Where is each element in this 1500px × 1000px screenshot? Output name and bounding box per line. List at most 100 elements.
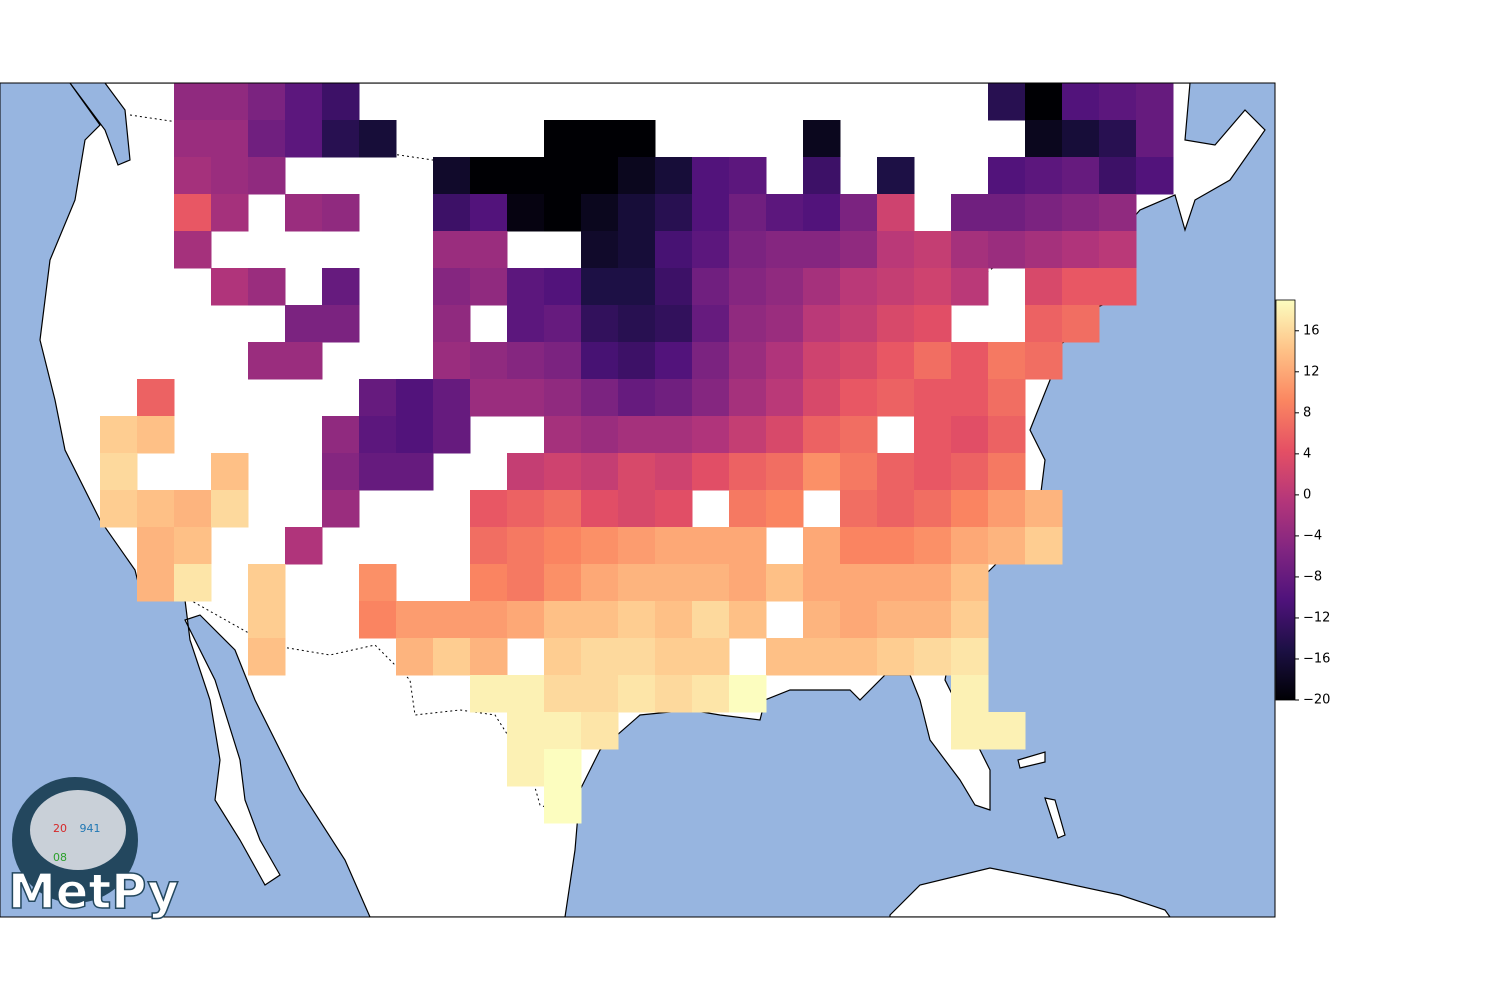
- grid-cell: [877, 268, 915, 306]
- grid-cell: [581, 157, 619, 195]
- grid-cell: [581, 416, 619, 454]
- cuba: [889, 867, 1171, 917]
- grid-cell: [433, 268, 471, 306]
- grid-cell: [618, 231, 656, 269]
- grid-cell: [692, 268, 730, 306]
- grid-cell: [248, 638, 286, 676]
- grid-cell: [100, 416, 138, 454]
- grid-cell: [433, 157, 471, 195]
- grid-cell: [581, 342, 619, 380]
- grid-cell: [951, 601, 989, 639]
- grid-cell: [507, 305, 545, 343]
- grid-cell: [470, 342, 508, 380]
- grid-cell: [433, 194, 471, 232]
- grid-cell: [581, 231, 619, 269]
- grid-cell: [692, 157, 730, 195]
- grid-cell: [1099, 268, 1137, 306]
- grid-cell: [433, 305, 471, 343]
- grid-cell: [877, 342, 915, 380]
- grid-cell: [729, 675, 767, 713]
- grid-cell: [840, 527, 878, 565]
- grid-cell: [803, 564, 841, 602]
- grid-cell: [951, 231, 989, 269]
- grid-cell: [137, 564, 175, 602]
- grid-cell: [803, 268, 841, 306]
- grid-cell: [1136, 157, 1174, 195]
- grid-cell: [137, 527, 175, 565]
- grid-cell: [1062, 194, 1100, 232]
- grid-cell: [618, 453, 656, 491]
- grid-cell: [507, 157, 545, 195]
- grid-cell: [877, 231, 915, 269]
- grid-cell: [914, 268, 952, 306]
- grid-cell: [655, 379, 693, 417]
- grid-cell: [470, 490, 508, 528]
- grid-cell: [470, 231, 508, 269]
- grid-cell: [655, 268, 693, 306]
- grid-cell: [803, 379, 841, 417]
- grid-cell: [544, 527, 582, 565]
- grid-cell: [544, 601, 582, 639]
- grid-cell: [692, 416, 730, 454]
- grid-cell: [507, 564, 545, 602]
- grid-cell: [988, 712, 1026, 750]
- colorbar-tick-label: −12: [1303, 610, 1330, 625]
- grid-cell: [951, 490, 989, 528]
- grid-cell: [507, 379, 545, 417]
- grid-cell: [766, 416, 804, 454]
- grid-cell: [988, 194, 1026, 232]
- grid-cell: [951, 268, 989, 306]
- grid-cell: [618, 416, 656, 454]
- grid-cell: [285, 527, 323, 565]
- grid-cell: [507, 268, 545, 306]
- grid-cell: [396, 453, 434, 491]
- grid-cell: [803, 342, 841, 380]
- grid-cell: [618, 342, 656, 380]
- island: [1044, 797, 1066, 839]
- grid-cell: [692, 453, 730, 491]
- grid-cell: [655, 231, 693, 269]
- grid-cell: [581, 601, 619, 639]
- grid-cell: [877, 453, 915, 491]
- grid-cell: [174, 157, 212, 195]
- grid-cell: [248, 601, 286, 639]
- grid-cell: [211, 194, 249, 232]
- grid-cell: [840, 231, 878, 269]
- grid-cell: [507, 194, 545, 232]
- grid-cell: [914, 342, 952, 380]
- grid-cell: [359, 120, 397, 158]
- grid-cell: [544, 675, 582, 713]
- grid-cell: [692, 564, 730, 602]
- colorbar-tick-label: −16: [1303, 651, 1330, 666]
- grid-cell: [322, 453, 360, 491]
- grid-cell: [877, 157, 915, 195]
- logo-land: [30, 790, 126, 870]
- grid-cell: [359, 564, 397, 602]
- grid-cell: [840, 490, 878, 528]
- map: [0, 83, 1275, 917]
- grid-cell: [1025, 83, 1063, 121]
- grid-cell: [877, 379, 915, 417]
- grid-cell: [914, 527, 952, 565]
- grid-cell: [507, 527, 545, 565]
- grid-cell: [951, 379, 989, 417]
- grid-cell: [581, 379, 619, 417]
- grid-cell: [248, 268, 286, 306]
- grid-cell: [433, 601, 471, 639]
- grid-cell: [581, 527, 619, 565]
- grid-cell: [951, 453, 989, 491]
- grid-cell: [359, 453, 397, 491]
- grid-cell: [840, 638, 878, 676]
- grid-cell: [248, 342, 286, 380]
- grid-cell: [581, 268, 619, 306]
- grid-cell: [322, 268, 360, 306]
- grid-cell: [655, 675, 693, 713]
- grid-cell: [544, 490, 582, 528]
- grid-cell: [470, 157, 508, 195]
- grid-cell: [729, 379, 767, 417]
- grid-cell: [618, 268, 656, 306]
- logo-title: MetPy: [8, 864, 179, 920]
- colorbar-tick-label: −20: [1303, 693, 1330, 708]
- grid-cell: [729, 342, 767, 380]
- grid-cell: [581, 453, 619, 491]
